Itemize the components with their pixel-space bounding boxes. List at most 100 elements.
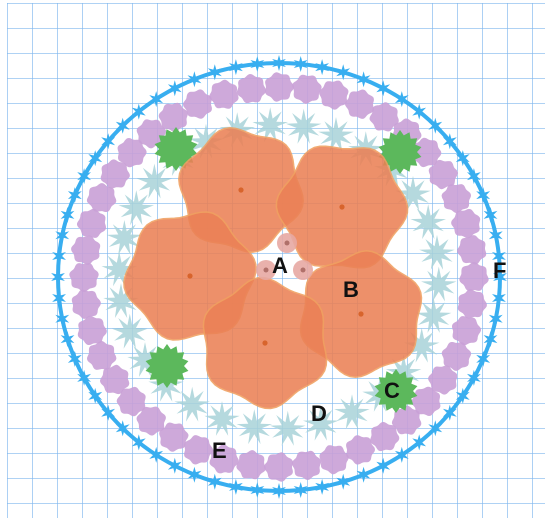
blue-star: [60, 331, 75, 348]
teal-cluster: [334, 394, 370, 430]
canopy-center-dot: [187, 273, 193, 279]
blue-star: [60, 206, 75, 223]
blue-star: [442, 404, 457, 421]
lilac-circle: [428, 365, 458, 395]
lilac-circle: [209, 79, 239, 109]
blue-star: [229, 478, 243, 495]
lilac-circle: [87, 341, 117, 370]
label-d: D: [311, 401, 327, 426]
lilac-circle: [236, 74, 267, 104]
teal-cluster: [252, 107, 288, 143]
blue-star: [88, 387, 103, 404]
blue-star: [293, 56, 308, 72]
lilac-circle: [77, 315, 107, 345]
lilac-circle: [159, 422, 189, 452]
center-dot-core: [300, 267, 306, 273]
lilac-circle: [441, 184, 471, 213]
lilac-circle: [158, 102, 188, 133]
teal-cluster: [136, 163, 173, 199]
center-dot-core: [284, 240, 290, 246]
teal-cluster: [118, 190, 154, 226]
blue-star: [52, 290, 66, 306]
teal-cluster: [127, 342, 163, 377]
teal-cluster: [236, 409, 273, 445]
blue-star: [467, 168, 481, 185]
teal-cluster: [419, 234, 455, 270]
lilac-circle: [71, 235, 101, 265]
lilac-circle: [136, 406, 166, 436]
lilac-circle: [459, 262, 489, 291]
blue-star: [376, 80, 391, 97]
blue-star: [488, 310, 503, 327]
lilac-circle: [77, 208, 106, 238]
blue-star: [67, 187, 82, 204]
green-shrub: [378, 130, 422, 174]
lilac-circle: [71, 289, 101, 319]
lilac-circle: [117, 138, 147, 168]
blue-star: [483, 331, 498, 348]
teal-cluster: [204, 401, 240, 436]
lilac-circle: [412, 137, 442, 168]
lilac-circle: [100, 159, 130, 189]
labels: A B C D E F: [212, 253, 506, 463]
blue-star: [115, 117, 130, 134]
blue-star: [187, 71, 202, 88]
lilac-circle: [86, 183, 117, 212]
teal-cluster: [318, 117, 354, 152]
blue-star: [483, 206, 498, 223]
green-shrub: [145, 344, 189, 388]
green-shrubs: [145, 127, 422, 413]
blue-star: [88, 150, 103, 167]
lilac-circle: [369, 102, 399, 132]
lilac-circle: [457, 235, 487, 265]
lilac-circle: [209, 444, 239, 474]
lilac-circle: [116, 386, 146, 417]
teal-cluster: [112, 313, 148, 349]
blue-star: [428, 420, 443, 437]
blue-star: [77, 168, 91, 185]
blue-star: [492, 290, 506, 306]
teal-cluster: [101, 251, 137, 287]
blue-star: [101, 404, 116, 421]
blue-star: [115, 420, 130, 437]
blue-star: [101, 133, 116, 150]
blue-star: [272, 483, 286, 499]
blue-star: [428, 117, 443, 134]
lilac-circle: [183, 89, 212, 119]
blue-star: [77, 369, 91, 386]
blue-star: [293, 482, 308, 498]
lilac-circle: [441, 342, 472, 371]
lilac-circle: [291, 450, 322, 480]
blue-star: [207, 473, 222, 490]
label-e: E: [212, 438, 227, 463]
teal-cluster: [421, 266, 457, 302]
label-c: C: [384, 378, 400, 403]
blue-star: [442, 133, 457, 150]
blue-star: [51, 269, 65, 285]
blue-star: [149, 91, 164, 108]
blue-star: [187, 466, 202, 483]
blue-star: [272, 55, 286, 71]
blue-star: [207, 64, 222, 81]
teal-cluster: [174, 386, 210, 422]
blue-star: [315, 478, 329, 495]
blue-star: [167, 457, 182, 474]
lilac-circle: [452, 316, 481, 346]
blue-star: [412, 434, 427, 451]
blue-star: [455, 387, 470, 404]
blue-star: [476, 187, 491, 204]
blue-star: [412, 103, 427, 120]
blue-star: [376, 457, 391, 474]
lilac-circle: [264, 452, 293, 482]
lilac-circle: [69, 263, 99, 292]
lilac-circle: [136, 119, 167, 149]
lilac-circle: [451, 209, 481, 239]
blue-star: [488, 227, 503, 244]
canopy-center-dot: [262, 340, 268, 346]
teal-cluster: [188, 123, 224, 159]
blue-star: [492, 248, 506, 264]
blue-star: [229, 59, 243, 76]
blue-star: [131, 103, 146, 120]
blue-star: [250, 56, 265, 72]
label-b: B: [343, 277, 359, 302]
